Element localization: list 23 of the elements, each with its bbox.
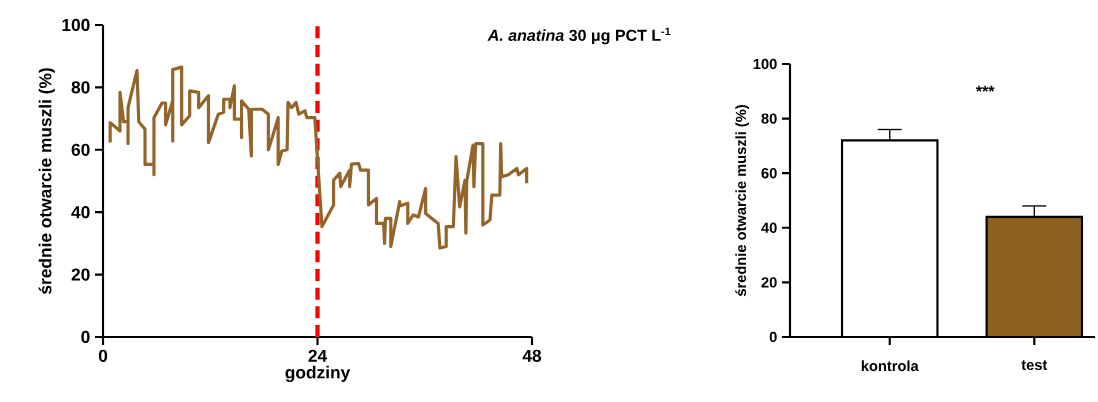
x-tick-label: test [1021, 360, 1048, 371]
text: A. anatina 30 μg PCT L$^{-1}$ [487, 27, 671, 45]
y-tick-label: 60 [71, 143, 90, 156]
x-axis-title: godziny [285, 365, 351, 383]
x-tick-label: kontrola [861, 360, 919, 372]
y-axis-title: średnie otwarcie muszli (%) [38, 68, 55, 295]
y-tick-label: 80 [761, 113, 777, 124]
y-tick-label: 40 [71, 206, 90, 219]
y-tick-label: 60 [761, 168, 777, 179]
y-tick-label: 100 [753, 58, 777, 70]
annotation: *** [975, 85, 995, 92]
y-tick-label: 0 [81, 330, 90, 344]
line-series [108, 65, 529, 250]
y-tick-label: 80 [71, 81, 90, 94]
x-tick-label: 0 [98, 349, 108, 362]
x-tick-label: 24 [308, 349, 328, 362]
y-axis-title: średnie otwarcie muszli (%) [735, 105, 749, 297]
y-tick-label: 0 [769, 331, 777, 343]
y-tick-label: 100 [62, 18, 90, 32]
y-tick-label: 20 [761, 277, 777, 288]
y-tick-label: 40 [761, 222, 777, 233]
y-tick-label: 20 [71, 268, 90, 281]
x-tick-label: 48 [522, 349, 542, 362]
